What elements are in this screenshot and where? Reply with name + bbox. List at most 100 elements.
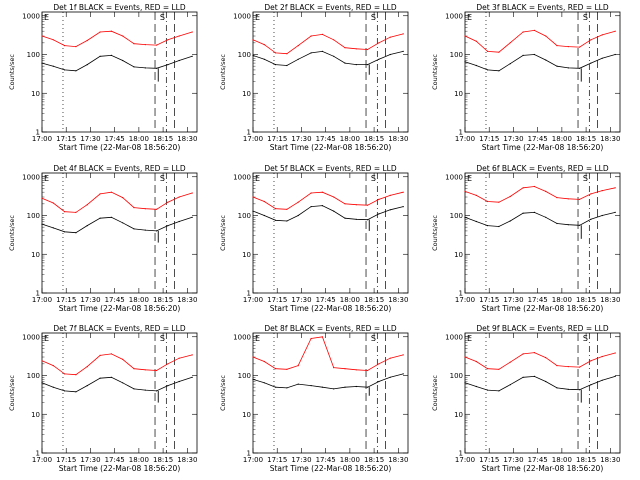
- series-point-2: [310, 192, 312, 194]
- x-tick-label: 18:30: [600, 296, 620, 304]
- series-point-1: [252, 378, 254, 380]
- x-tick-label: 17:15: [56, 135, 76, 143]
- series-point-1: [99, 217, 101, 219]
- x-tick-label: 18:15: [153, 135, 173, 143]
- x-tick-label: 17:45: [528, 135, 548, 143]
- series-point-2: [545, 190, 547, 192]
- x-tick-label: 17:15: [267, 456, 287, 464]
- series-point-1: [601, 57, 603, 59]
- flag-label: S: [371, 174, 376, 183]
- series-point-1: [333, 55, 335, 57]
- series-point-1: [464, 216, 466, 218]
- series-point-2: [86, 366, 88, 368]
- y-tick-label: 1000: [445, 173, 463, 181]
- panel-title: Det 2f BLACK = Events, RED = LLD: [264, 3, 397, 12]
- series-point-2: [167, 39, 169, 41]
- x-tick-label: 17:00: [32, 296, 52, 304]
- series-point-2: [402, 354, 404, 356]
- series-point-1: [99, 55, 101, 57]
- series-point-1: [355, 385, 357, 388]
- series-point-2: [275, 208, 277, 210]
- x-tick-label: 18:00: [552, 296, 572, 304]
- y-tick-label: 100: [450, 51, 463, 59]
- x-tick-label: 18:00: [340, 456, 360, 464]
- series-point-1: [167, 64, 169, 66]
- y-tick-label: 1: [247, 129, 251, 137]
- x-tick-label: 17:00: [455, 135, 475, 143]
- x-tick-label: 18:15: [576, 296, 596, 304]
- series-point-2: [144, 44, 146, 46]
- series-point-2: [344, 203, 346, 205]
- series-point-2: [344, 368, 346, 370]
- x-axis-label: Start Time (22-Mar-08 18:56:20): [270, 464, 392, 473]
- flag-label: E: [255, 174, 260, 183]
- x-tick-label: 18:00: [129, 135, 149, 143]
- x-tick-label: 18:30: [388, 135, 408, 143]
- series-point-2: [122, 35, 124, 37]
- series-point-2: [297, 201, 299, 203]
- series-line-1: [41, 54, 193, 72]
- x-tick-label: 17:15: [479, 456, 499, 464]
- x-tick-label: 17:45: [316, 296, 336, 304]
- y-tick-label: 1: [459, 290, 463, 298]
- series-point-1: [64, 390, 66, 392]
- series-point-2: [464, 35, 466, 37]
- series-point-1: [533, 211, 536, 213]
- flag-label: E: [467, 174, 472, 183]
- series-point-1: [252, 54, 254, 57]
- axes-frame: [464, 172, 621, 294]
- series-point-2: [178, 196, 180, 198]
- x-axis-label: Start Time (22-Mar-08 18:56:20): [482, 464, 604, 473]
- x-axis-label: Start Time (22-Mar-08 18:56:20): [59, 304, 181, 313]
- series-point-1: [567, 224, 569, 226]
- series-point-2: [614, 30, 616, 32]
- panel-title: Det 1f BLACK = Events, RED = LLD: [53, 3, 186, 12]
- series-point-2: [75, 46, 77, 48]
- series-point-2: [156, 44, 158, 46]
- series-point-2: [52, 39, 54, 41]
- series-point-2: [333, 196, 335, 198]
- series-point-1: [52, 386, 54, 388]
- series-point-2: [86, 39, 88, 42]
- series-point-2: [487, 200, 489, 203]
- series-point-1: [498, 390, 500, 392]
- series-point-1: [509, 63, 511, 65]
- series-point-1: [402, 206, 404, 208]
- x-tick-label: 18:15: [153, 456, 173, 464]
- x-tick-label: 17:45: [528, 456, 548, 464]
- series-point-2: [402, 191, 404, 193]
- series-point-2: [378, 42, 380, 44]
- series-point-2: [110, 353, 112, 355]
- series-point-2: [556, 365, 558, 367]
- x-tick-label: 17:45: [105, 135, 125, 143]
- y-tick-label: 100: [27, 51, 40, 59]
- series-point-2: [144, 208, 146, 210]
- series-point-2: [389, 357, 391, 359]
- series-point-2: [297, 45, 299, 47]
- series-point-1: [99, 377, 101, 379]
- series-point-2: [355, 204, 357, 206]
- y-tick-label: 100: [450, 372, 463, 380]
- series-point-1: [545, 380, 547, 383]
- flag-label: S: [371, 13, 376, 22]
- series-point-2: [487, 368, 489, 370]
- series-point-1: [475, 64, 477, 67]
- series-point-1: [579, 389, 581, 391]
- series-point-1: [167, 225, 169, 227]
- x-tick-label: 17:30: [291, 456, 311, 464]
- series-point-2: [321, 336, 323, 338]
- series-point-1: [556, 387, 558, 389]
- x-tick-label: 17:45: [528, 296, 548, 304]
- x-tick-label: 17:00: [243, 135, 263, 143]
- series-point-2: [41, 197, 43, 199]
- series-point-1: [487, 225, 489, 227]
- x-tick-label: 18:00: [340, 296, 360, 304]
- flag-label: S: [583, 174, 588, 183]
- series-point-2: [601, 34, 603, 36]
- y-tick-label: 10: [31, 90, 40, 98]
- series-point-1: [389, 209, 391, 211]
- series-point-2: [367, 48, 369, 51]
- x-tick-label: 17:45: [316, 135, 336, 143]
- x-tick-label: 17:30: [80, 135, 100, 143]
- series-point-1: [344, 217, 346, 219]
